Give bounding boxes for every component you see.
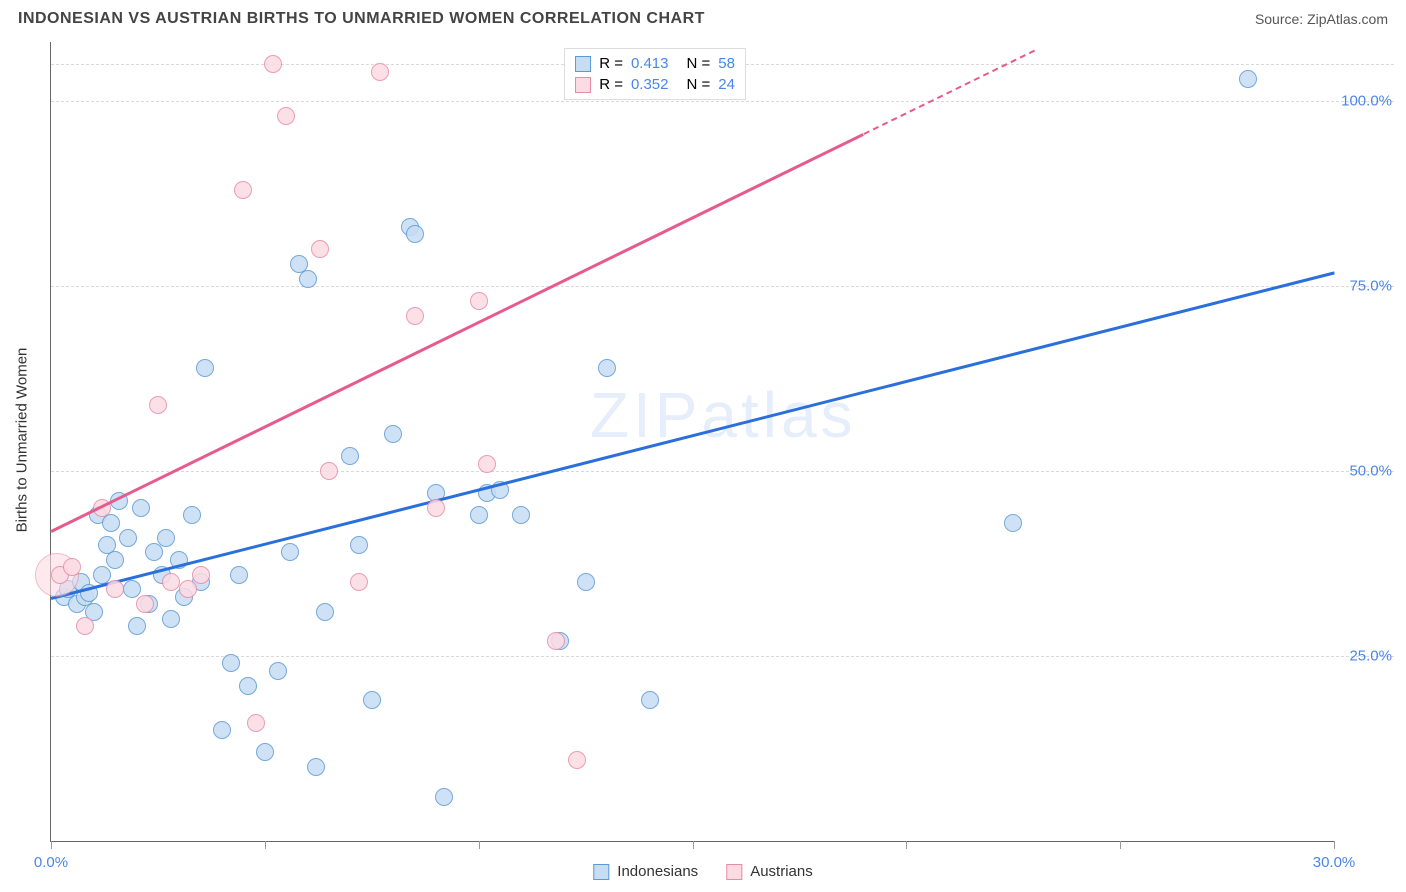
scatter-point	[132, 499, 150, 517]
scatter-point	[406, 307, 424, 325]
scatter-point	[1004, 514, 1022, 532]
scatter-point	[281, 543, 299, 561]
x-tick-mark	[479, 841, 480, 849]
scatter-point	[256, 743, 274, 761]
scatter-point	[183, 506, 201, 524]
scatter-point	[234, 181, 252, 199]
scatter-point	[427, 499, 445, 517]
scatter-point	[264, 55, 282, 73]
plot-area: ZIPatlas 25.0%50.0%75.0%100.0%0.0%30.0%R…	[50, 42, 1394, 842]
gridline-h	[51, 471, 1394, 472]
scatter-point	[341, 447, 359, 465]
gridline-h	[51, 656, 1394, 657]
scatter-point	[93, 566, 111, 584]
scatter-point	[123, 580, 141, 598]
x-tick-mark	[265, 841, 266, 849]
legend-stats-box: R =0.413N =58 R =0.352N =24	[564, 48, 746, 100]
scatter-point	[162, 573, 180, 591]
legend-stats-row: R =0.413N =58	[575, 55, 735, 72]
scatter-point	[316, 603, 334, 621]
x-tick-label: 0.0%	[34, 854, 68, 871]
scatter-point	[76, 617, 94, 635]
scatter-point	[239, 677, 257, 695]
scatter-point	[568, 751, 586, 769]
x-tick-mark	[906, 841, 907, 849]
trend-line	[50, 133, 864, 532]
watermark: ZIPatlas	[590, 378, 857, 452]
scatter-point	[162, 610, 180, 628]
x-tick-mark	[1120, 841, 1121, 849]
scatter-point	[128, 617, 146, 635]
y-axis-label: Births to Unmarried Women	[14, 348, 31, 533]
scatter-point	[384, 425, 402, 443]
scatter-point	[406, 225, 424, 243]
scatter-point	[179, 580, 197, 598]
trend-line	[863, 50, 1035, 136]
y-tick-label: 50.0%	[1338, 463, 1392, 480]
scatter-point	[299, 270, 317, 288]
x-tick-mark	[1334, 841, 1335, 849]
scatter-point	[435, 788, 453, 806]
x-tick-mark	[693, 841, 694, 849]
scatter-point	[196, 359, 214, 377]
legend-item-austrians: Austrians	[726, 863, 813, 880]
scatter-point	[213, 721, 231, 739]
scatter-point	[470, 292, 488, 310]
scatter-point	[641, 691, 659, 709]
scatter-point	[149, 396, 167, 414]
scatter-point	[547, 632, 565, 650]
scatter-point	[512, 506, 530, 524]
scatter-point	[478, 455, 496, 473]
scatter-point	[277, 107, 295, 125]
scatter-point	[577, 573, 595, 591]
scatter-point	[307, 758, 325, 776]
scatter-point	[1239, 70, 1257, 88]
scatter-point	[145, 543, 163, 561]
scatter-point	[350, 536, 368, 554]
scatter-point	[311, 240, 329, 258]
gridline-h	[51, 286, 1394, 287]
scatter-point	[247, 714, 265, 732]
legend-bottom: Indonesians Austrians	[593, 863, 812, 880]
scatter-point	[350, 573, 368, 591]
scatter-point	[269, 662, 287, 680]
scatter-point	[598, 359, 616, 377]
scatter-point	[106, 580, 124, 598]
scatter-point	[320, 462, 338, 480]
legend-stats-row: R =0.352N =24	[575, 76, 735, 93]
scatter-point	[119, 529, 137, 547]
scatter-point	[136, 595, 154, 613]
y-tick-label: 100.0%	[1338, 93, 1392, 110]
x-tick-label: 30.0%	[1313, 854, 1356, 871]
source-text: Source: ZipAtlas.com	[1255, 11, 1388, 27]
gridline-h	[51, 101, 1394, 102]
scatter-point	[192, 566, 210, 584]
chart-title: INDONESIAN VS AUSTRIAN BIRTHS TO UNMARRI…	[18, 10, 705, 28]
x-tick-mark	[51, 841, 52, 849]
scatter-point	[470, 506, 488, 524]
scatter-point	[371, 63, 389, 81]
y-tick-label: 25.0%	[1338, 648, 1392, 665]
scatter-point	[157, 529, 175, 547]
scatter-point	[230, 566, 248, 584]
legend-item-indonesians: Indonesians	[593, 863, 698, 880]
scatter-point	[363, 691, 381, 709]
scatter-point	[63, 558, 81, 576]
scatter-point	[106, 551, 124, 569]
scatter-point	[222, 654, 240, 672]
y-tick-label: 75.0%	[1338, 278, 1392, 295]
